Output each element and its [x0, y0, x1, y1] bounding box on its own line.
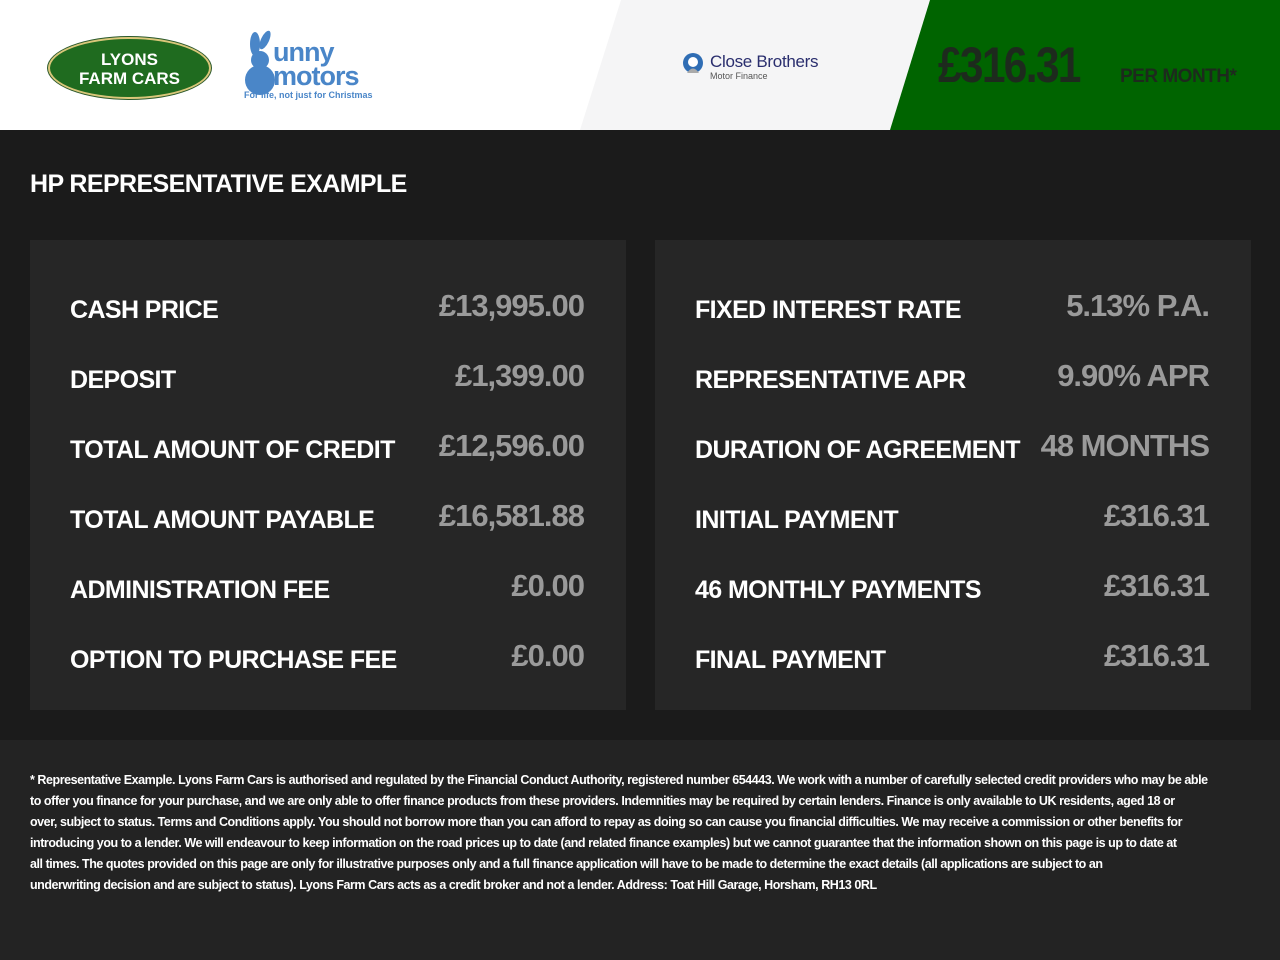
disclaimer-line: * Representative Example. Lyons Farm Car… [30, 773, 1208, 787]
logo-text: unny [273, 37, 334, 67]
logo-text: motors [273, 61, 360, 91]
disclaimer: * Representative Example. Lyons Farm Car… [30, 770, 1208, 896]
close-brothers-icon [683, 53, 703, 73]
footer: * Representative Example. Lyons Farm Car… [0, 740, 1280, 960]
row-label: CASH PRICE [70, 296, 219, 324]
disclaimer-line: to offer you finance for your purchase, … [30, 794, 1175, 808]
disclaimer-line: underwriting decision and are subject to… [30, 878, 877, 892]
finance-row: 46 MONTHLY PAYMENTS £316.31 [695, 568, 1210, 608]
row-label: TOTAL AMOUNT PAYABLE [70, 506, 375, 534]
finance-row: OPTION TO PURCHASE FEE £0.00 [70, 638, 585, 678]
logo-text: Close Brothers [710, 52, 819, 71]
finance-panel-left: CASH PRICE £13,995.00 DEPOSIT £1,399.00 TOTA… [30, 240, 626, 710]
finance-row: TOTAL AMOUNT PAYABLE £16,581.88 [70, 498, 585, 538]
logo-text: LYONS [100, 50, 158, 69]
row-value: £13,995.00 [438, 288, 585, 323]
row-label: TOTAL AMOUNT OF CREDIT [70, 436, 395, 464]
row-value: £316.31 [1103, 568, 1210, 603]
row-value: £0.00 [511, 638, 585, 673]
finance-row: ADMINISTRATION FEE £0.00 [70, 568, 585, 608]
row-label: ADMINISTRATION FEE [70, 576, 330, 604]
logo-subtext: Motor Finance [710, 71, 768, 81]
row-label: DURATION OF AGREEMENT [695, 436, 1020, 464]
monthly-price: £316.31 [938, 37, 1081, 93]
row-value: 9.90% APR [1057, 358, 1210, 393]
finance-row: REPRESENTATIVE APR 9.90% APR [695, 358, 1210, 398]
disclaimer-line: introducing you to a lender. We will end… [30, 836, 1177, 850]
row-label: DEPOSIT [70, 366, 176, 394]
disclaimer-line: all times. The quotes provided on this p… [30, 857, 1103, 871]
finance-row: FIXED INTEREST RATE 5.13% P.A. [695, 288, 1210, 328]
row-label: INITIAL PAYMENT [695, 506, 899, 534]
finance-panel-right: FIXED INTEREST RATE 5.13% P.A. REPRESENTAT… [655, 240, 1251, 710]
row-value: £16,581.88 [438, 498, 585, 533]
row-value: £1,399.00 [455, 358, 585, 393]
row-label: REPRESENTATIVE APR [695, 366, 966, 394]
header: LYONS FARM CARS unny motors For life, no… [0, 0, 1280, 130]
price-band [890, 0, 1280, 130]
finance-row: TOTAL AMOUNT OF CREDIT £12,596.00 [70, 428, 585, 468]
row-value: £316.31 [1103, 638, 1210, 673]
finance-row: DEPOSIT £1,399.00 [70, 358, 585, 398]
bunny-motors-logo: unny motors For life, not just for Chris… [243, 30, 381, 102]
row-value: £12,596.00 [438, 428, 585, 463]
row-label: OPTION TO PURCHASE FEE [70, 646, 397, 674]
finance-row: INITIAL PAYMENT £316.31 [695, 498, 1210, 538]
per-month-label: PER MONTH* [1120, 66, 1237, 87]
logo-text: FARM CARS [78, 69, 181, 88]
lyons-farm-cars-logo: LYONS FARM CARS [48, 37, 211, 99]
row-value: £0.00 [511, 568, 585, 603]
row-value: 5.13% P.A. [1066, 288, 1210, 323]
finance-row: CASH PRICE £13,995.00 [70, 288, 585, 328]
row-label: FIXED INTEREST RATE [695, 296, 962, 324]
lender-band [580, 0, 930, 130]
disclaimer-line: over, subject to status. Terms and Condi… [30, 815, 1183, 829]
finance-row: DURATION OF AGREEMENT 48 MONTHS [695, 428, 1210, 468]
logo-tagline: For life, not just for Christmas [244, 90, 373, 100]
page-title: HP REPRESENTATIVE EXAMPLE [30, 170, 407, 198]
row-value: £316.31 [1103, 498, 1210, 533]
row-label: 46 MONTHLY PAYMENTS [695, 576, 982, 604]
row-value: 48 MONTHS [1040, 428, 1210, 463]
row-label: FINAL PAYMENT [695, 646, 886, 674]
finance-row: FINAL PAYMENT £316.31 [695, 638, 1210, 678]
bunny-icon [245, 30, 275, 95]
